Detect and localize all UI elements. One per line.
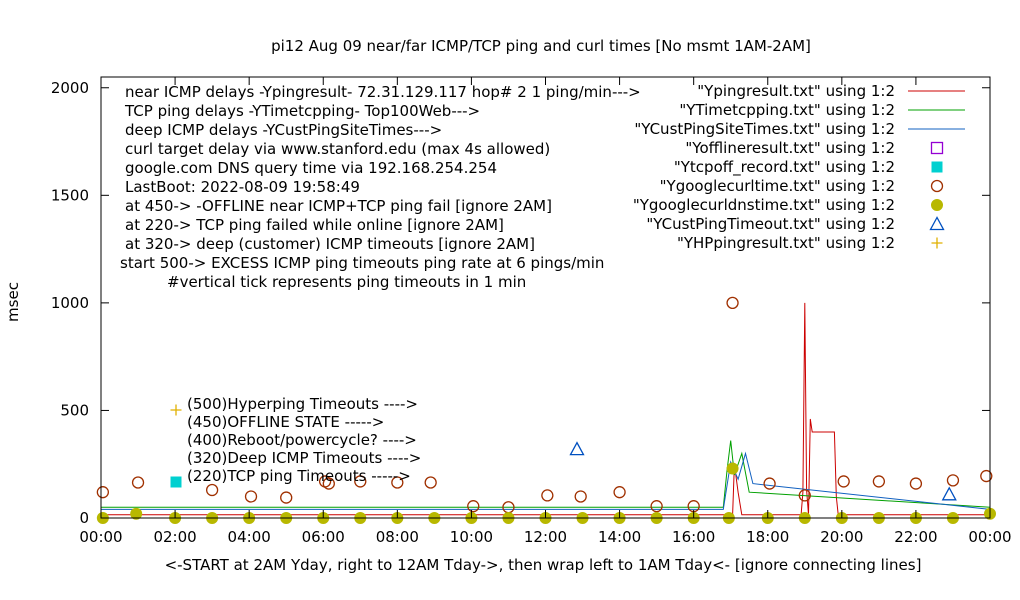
data-point: [131, 476, 145, 489]
data-point: [941, 486, 957, 501]
y-tick-label: 2000: [51, 79, 89, 97]
data-point: [130, 507, 143, 520]
data-point: [424, 476, 437, 489]
series-line-1: [101, 440, 991, 508]
data-point: [650, 500, 663, 513]
info-line: at 220-> TCP ping failed while online [i…: [125, 216, 504, 234]
legend-label: "YHPpingresult.txt" using 1:2: [677, 234, 895, 252]
marker-legend-label: (220)TCP ping Timeouts ----->: [187, 467, 411, 485]
legend-swatch: [930, 141, 944, 155]
marker-legend-symbol: [170, 404, 182, 416]
x-tick-label: 20:00: [820, 528, 863, 546]
axis-layer: 0 500 1000 1500 2000 00:00 02:00 04:00 06:00 08:0…: [51, 76, 1012, 546]
y-tick-label: 500: [60, 401, 89, 419]
x-tick-label: 00:00: [968, 528, 1011, 546]
info-line: at 450-> -OFFLINE near ICMP+TCP ping fai…: [125, 197, 552, 215]
data-point: [726, 296, 739, 310]
data-point: [541, 489, 554, 502]
x-tick-label: 00:00: [79, 528, 122, 546]
x-tick-label: 14:00: [598, 528, 641, 546]
data-point: [726, 462, 739, 475]
data-point: [280, 491, 293, 504]
legend-label: "YCustPingTimeout.txt" using 1:2: [646, 215, 895, 233]
y-tick-label: 1000: [51, 294, 89, 312]
y-tick-label: 1500: [51, 186, 89, 204]
info-line: curl target delay via www.stanford.edu (…: [125, 140, 550, 158]
data-point: [763, 477, 776, 490]
data-point: [946, 474, 960, 487]
data-point: [569, 441, 585, 456]
legend-swatch: [931, 237, 943, 249]
info-line: google.com DNS query time via 192.168.25…: [125, 159, 497, 177]
chart-title: pi12 Aug 09 near/far ICMP/TCP ping and c…: [271, 37, 811, 55]
x-tick-label: 06:00: [302, 528, 345, 546]
data-point: [574, 490, 587, 503]
marker-legend-symbol: [170, 476, 182, 488]
info-text-block: near ICMP delays -Ypingresult- 72.31.129…: [120, 83, 641, 291]
data-point: [322, 477, 335, 490]
info-line: start 500-> EXCESS ICMP ping timeouts pi…: [120, 254, 604, 272]
legend-label: "YCustPingSiteTimes.txt" using 1:2: [634, 120, 895, 138]
data-point: [613, 486, 626, 499]
data-point: [205, 483, 219, 497]
info-line: at 320-> deep (customer) ICMP timeouts […: [125, 235, 535, 253]
info-line: LastBoot: 2022-08-09 19:58:49: [125, 178, 360, 196]
y-tick-label: 0: [79, 509, 89, 527]
legend-label: "Ytcpoff_record.txt" using 1:2: [674, 158, 895, 177]
legend-swatch: [931, 199, 943, 211]
data-point: [354, 475, 367, 488]
info-line: deep ICMP delays -YCustPingSiteTimes--->: [125, 121, 442, 139]
data-point: [798, 489, 811, 502]
series-line-2: [101, 451, 991, 510]
x-axis-label: <-START at 2AM Yday, right to 12AM Tday-…: [165, 556, 922, 574]
info-line: TCP ping delays -YTimetcpping- Top100Web…: [124, 102, 480, 120]
x-tick-label: 16:00: [672, 528, 715, 546]
y-axis-label: msec: [4, 282, 22, 322]
x-tick-label: 18:00: [746, 528, 789, 546]
legend-label: "Yofflineresult.txt" using 1:2: [685, 139, 895, 157]
data-point: [980, 469, 993, 483]
legend: "Ypingresult.txt" using 1:2"YTimetcpping…: [633, 82, 965, 252]
legend-label: "Ygooglecurltime.txt" using 1:2: [660, 177, 895, 195]
x-tick-label: 22:00: [894, 528, 937, 546]
x-tick-label: 02:00: [153, 528, 196, 546]
legend-label: "Ypingresult.txt" using 1:2: [697, 82, 895, 100]
data-point: [391, 476, 404, 489]
data-point: [909, 477, 923, 490]
legend-swatch: [930, 179, 944, 193]
legend-swatch: [931, 161, 943, 173]
marker-legend-label: (320)Deep ICMP Timeouts ---->: [187, 449, 421, 467]
legend-swatch: [929, 216, 945, 231]
data-point: [872, 475, 886, 488]
data-point: [467, 500, 480, 513]
info-line: near ICMP delays -Ypingresult- 72.31.129…: [125, 83, 641, 101]
x-tick-label: 04:00: [228, 528, 271, 546]
legend-label: "YTimetcpping.txt" using 1:2: [679, 101, 895, 119]
x-tick-label: 10:00: [450, 528, 493, 546]
data-point: [837, 475, 850, 488]
marker-legend-label: (500)Hyperping Timeouts ---->: [187, 395, 418, 413]
marker-legend-label: (450)OFFLINE STATE ----->: [187, 413, 384, 431]
marker-legend: (500)Hyperping Timeouts ---->(450)OFFLIN…: [170, 395, 421, 488]
info-line: #vertical tick represents ping timeouts …: [167, 273, 526, 291]
data-point: [244, 490, 258, 503]
legend-label: "Ygooglecurldnstime.txt" using 1:2: [633, 196, 895, 214]
x-tick-label: 08:00: [376, 528, 419, 546]
data-point: [96, 486, 110, 499]
marker-legend-label: (400)Reboot/powercycle? ---->: [187, 431, 417, 449]
x-tick-label: 12:00: [524, 528, 567, 546]
